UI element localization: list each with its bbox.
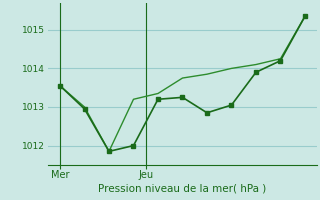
X-axis label: Pression niveau de la mer( hPa ): Pression niveau de la mer( hPa ) (98, 183, 267, 193)
